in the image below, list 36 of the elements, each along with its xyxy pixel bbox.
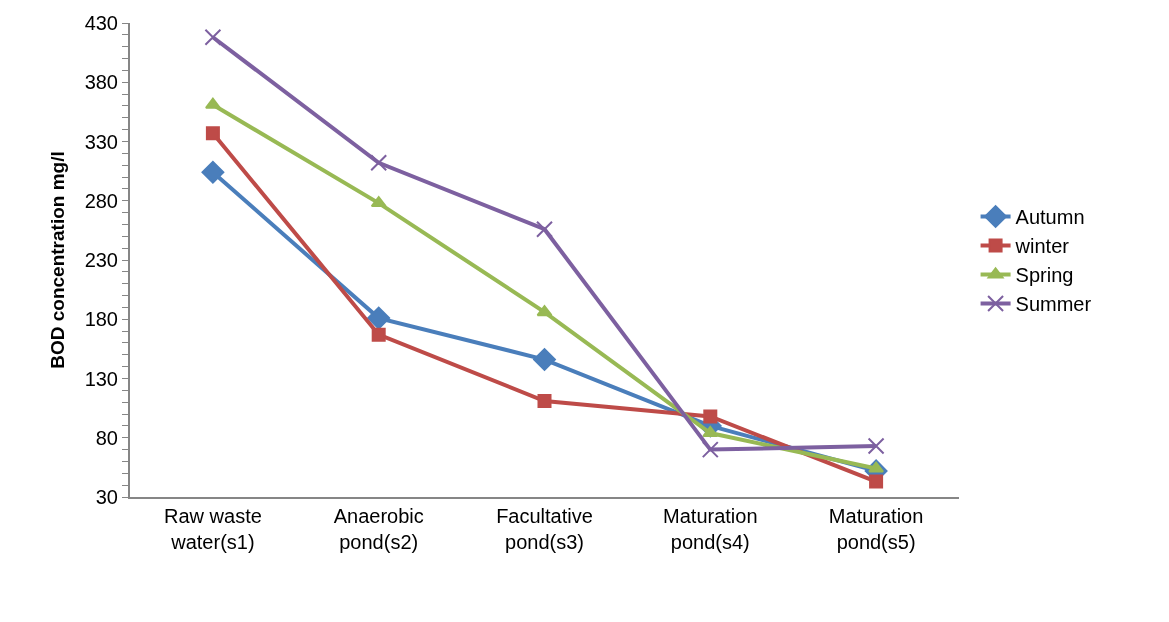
legend-label: winter — [1014, 235, 1070, 258]
legend-label: Autumn — [1015, 206, 1085, 229]
y-axis-title: BOD concentration mg/l — [46, 151, 68, 369]
point — [536, 305, 553, 317]
x-tick-label: Maturation pond(s5) — [828, 505, 924, 553]
point — [703, 409, 718, 424]
point — [370, 154, 388, 172]
point — [537, 394, 552, 409]
x-tick-label: Raw waste water(s1) — [163, 505, 262, 553]
y-tick-label: 280 — [84, 189, 118, 212]
point — [367, 306, 391, 330]
point — [370, 196, 387, 208]
y-tick-label: 130 — [84, 367, 118, 390]
y-tick-label: 30 — [95, 486, 118, 508]
y-tick-label: 180 — [84, 308, 118, 331]
point — [204, 28, 222, 46]
y-tick-label: 230 — [84, 249, 118, 271]
x-tick-label: Facultative pond(s3) — [496, 505, 593, 553]
y-tick-label: 330 — [84, 130, 118, 153]
point — [868, 461, 885, 473]
y-tick-label: 380 — [84, 71, 118, 94]
point — [205, 126, 220, 141]
point — [371, 327, 386, 342]
point — [536, 220, 553, 238]
x-tick-label: Anaerobic pond(s2) — [333, 505, 424, 553]
x-tick-label: Maturation pond(s4) — [663, 505, 758, 553]
point — [201, 160, 225, 184]
legend-label: Spring — [1015, 264, 1074, 287]
y-tick-label: 430 — [84, 12, 118, 34]
point — [867, 437, 885, 455]
y-tick-label: 80 — [95, 426, 118, 449]
point — [204, 97, 221, 109]
point — [533, 348, 556, 371]
point — [869, 474, 884, 489]
point — [701, 441, 719, 459]
legend-label: Summer — [1015, 293, 1092, 316]
